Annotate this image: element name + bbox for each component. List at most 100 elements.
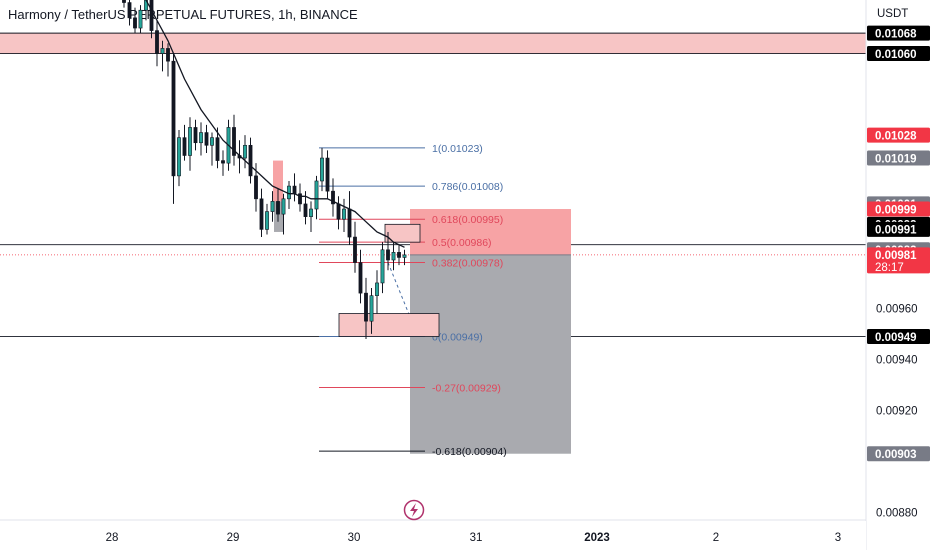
- candle[interactable]: [314, 175, 319, 220]
- price-tag-bg: [867, 150, 930, 166]
- candle[interactable]: [353, 221, 357, 273]
- candle[interactable]: [320, 147, 324, 192]
- candle[interactable]: [347, 191, 352, 245]
- candle[interactable]: [160, 40, 165, 72]
- candle[interactable]: [325, 150, 330, 199]
- candle[interactable]: [358, 249, 363, 304]
- candle[interactable]: [298, 183, 302, 212]
- candle[interactable]: [287, 180, 291, 210]
- candle[interactable]: [204, 124, 209, 153]
- candle-body-up: [160, 48, 165, 54]
- price-tag-label: 0.00949: [875, 332, 917, 344]
- candle-body-up: [144, 0, 148, 11]
- price-tag-label: 0.01019: [875, 153, 917, 165]
- take-profit-zone[interactable]: [410, 254, 571, 454]
- candle-body-down: [155, 30, 159, 54]
- candle[interactable]: [265, 203, 269, 235]
- candle[interactable]: [380, 242, 385, 294]
- candle-body-up: [243, 144, 247, 159]
- moving-average-line[interactable]: [124, 0, 405, 248]
- candle[interactable]: [386, 231, 390, 271]
- price-tag[interactable]: 0.00903: [867, 446, 930, 462]
- candle[interactable]: [281, 193, 286, 235]
- candle[interactable]: [331, 178, 335, 217]
- moving-average-layer: [124, 0, 405, 248]
- stop-loss-zone[interactable]: [410, 209, 571, 255]
- candle[interactable]: [270, 191, 275, 222]
- candle-body-down: [364, 292, 368, 322]
- candle[interactable]: [127, 0, 132, 26]
- candle[interactable]: [248, 137, 253, 184]
- candle[interactable]: [391, 242, 396, 271]
- price-tag-bg: [867, 247, 930, 274]
- highlight-box[interactable]: [274, 201, 284, 232]
- candle-body-down: [171, 60, 176, 177]
- price-tag-label: 0.00903: [875, 449, 917, 461]
- fib-level-label: 0.382(0.00978): [432, 258, 503, 270]
- candle[interactable]: [397, 244, 401, 266]
- candle[interactable]: [309, 201, 313, 232]
- candle[interactable]: [210, 132, 214, 166]
- fib-level-label: 0.618(0.00995): [432, 214, 503, 226]
- price-tag[interactable]: 0.00991: [867, 221, 930, 237]
- candle-body-down: [298, 193, 302, 205]
- candle-body-down: [133, 17, 137, 29]
- candle[interactable]: [232, 114, 236, 166]
- candle-body-up: [309, 208, 313, 217]
- candle[interactable]: [122, 0, 126, 8]
- candle[interactable]: [342, 198, 346, 232]
- candle-body-down: [149, 0, 154, 31]
- highlight-box[interactable]: [273, 160, 283, 202]
- candle[interactable]: [138, 5, 143, 34]
- candle[interactable]: [276, 188, 280, 222]
- lightning-icon[interactable]: [403, 499, 425, 521]
- price-tag[interactable]: 0.01060: [867, 46, 930, 62]
- candle[interactable]: [336, 196, 341, 230]
- time-axis[interactable]: 28 29 30 31 2023 2 3: [106, 532, 842, 544]
- price-tag[interactable]: 0.00999: [867, 201, 930, 217]
- candle[interactable]: [149, 0, 154, 39]
- candle[interactable]: [193, 119, 198, 151]
- candle[interactable]: [188, 117, 192, 171]
- time-tick-label: 2023: [584, 532, 610, 544]
- candle[interactable]: [155, 20, 159, 67]
- candle-body-up: [188, 127, 192, 156]
- currency-label: USDT: [877, 8, 908, 20]
- price-tag[interactable]: 0.01068: [867, 25, 930, 41]
- candle[interactable]: [292, 173, 297, 202]
- candle-body-up: [199, 132, 203, 144]
- candle[interactable]: [221, 150, 225, 176]
- resistance-zone: [0, 33, 866, 54]
- price-tick-label: 0.00960: [876, 303, 918, 315]
- candle[interactable]: [133, 7, 137, 34]
- candle[interactable]: [375, 270, 379, 314]
- price-tag[interactable]: 0.01028: [867, 127, 930, 143]
- candle[interactable]: [215, 127, 220, 169]
- price-tag-label: 0.00981: [875, 250, 917, 262]
- candle[interactable]: [171, 53, 176, 204]
- candle[interactable]: [177, 130, 181, 187]
- candle[interactable]: [166, 43, 170, 77]
- candle[interactable]: [182, 124, 187, 161]
- candle[interactable]: [199, 122, 203, 156]
- highlight-box[interactable]: [338, 313, 440, 337]
- fib-level-label: -0.27(0.00929): [432, 382, 501, 394]
- candle[interactable]: [144, 0, 148, 21]
- fib-level-label: -0.618(0.00904): [432, 446, 507, 458]
- candle[interactable]: [369, 288, 374, 334]
- highlight-box[interactable]: [384, 223, 421, 243]
- candle-body-down: [193, 127, 198, 144]
- candle[interactable]: [364, 277, 368, 340]
- price-tag[interactable]: 0.01019: [867, 150, 930, 166]
- time-axis-bg: [0, 521, 866, 550]
- candle[interactable]: [402, 249, 407, 266]
- candle-body-down: [325, 157, 330, 192]
- price-tag[interactable]: 0.00949: [867, 328, 930, 344]
- candle-body-down: [122, 0, 126, 3]
- candle[interactable]: [243, 135, 247, 169]
- price-tag-label: 0.01028: [875, 130, 917, 142]
- candle[interactable]: [259, 188, 264, 238]
